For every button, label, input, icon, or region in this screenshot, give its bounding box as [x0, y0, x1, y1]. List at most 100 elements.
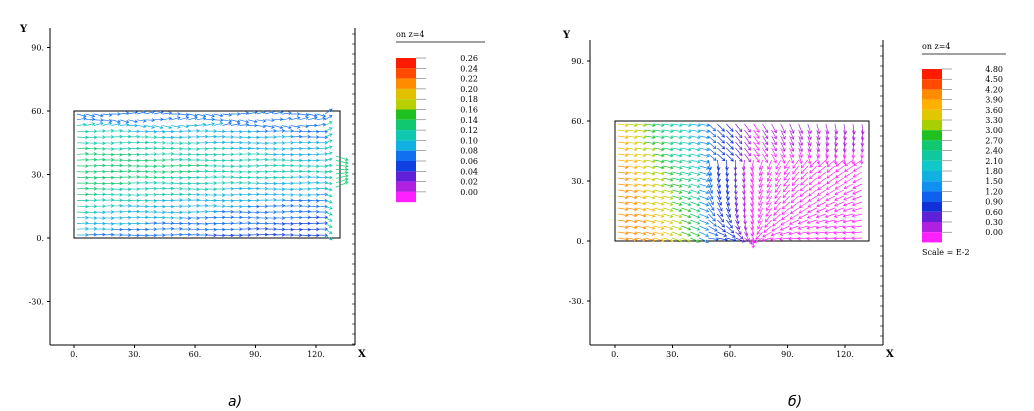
velocity-arrow: [690, 213, 701, 219]
velocity-arrow: [102, 216, 115, 221]
velocity-arrow: [617, 147, 629, 152]
velocity-arrow: [222, 175, 235, 179]
legend-swatch: [922, 89, 942, 100]
legend-value: 0.30: [985, 218, 1003, 227]
velocity-arrow: [770, 231, 781, 237]
x-tick-label: 120.: [836, 350, 854, 359]
velocity-arrow: [636, 231, 647, 236]
velocity-arrow: [851, 213, 863, 218]
legend-value: 0.18: [460, 95, 478, 104]
velocity-arrow: [654, 207, 665, 212]
velocity-arrow: [797, 231, 808, 236]
velocity-arrow: [230, 146, 243, 150]
velocity-arrow: [230, 215, 243, 220]
velocity-arrow: [230, 186, 243, 191]
velocity-arrow: [780, 123, 786, 134]
velocity-arrow: [815, 219, 826, 224]
velocity-arrow: [76, 192, 89, 197]
velocity-arrow: [76, 170, 89, 174]
velocity-arrow: [663, 213, 674, 218]
velocity-arrow: [755, 231, 763, 240]
velocity-arrow: [690, 231, 701, 237]
velocity-arrow: [842, 201, 854, 207]
velocity-arrow: [771, 141, 777, 152]
velocity-arrow: [806, 219, 817, 225]
legend-swatch: [922, 109, 942, 120]
velocity-arrow: [734, 201, 739, 213]
velocity-arrow: [171, 192, 183, 197]
velocity-arrow: [111, 128, 123, 133]
velocity-arrow: [699, 201, 710, 207]
velocity-arrow: [230, 129, 243, 134]
legend-value: 0.06: [460, 157, 478, 166]
velocity-arrow: [645, 177, 656, 182]
velocity-arrow: [188, 181, 200, 186]
legend-swatch: [396, 109, 416, 120]
velocity-arrow: [672, 165, 683, 170]
velocity-arrow: [626, 195, 638, 200]
velocity-arrow: [162, 151, 175, 156]
velocity-arrow: [626, 171, 638, 176]
velocity-arrow: [654, 195, 665, 200]
velocity-arrow: [213, 118, 224, 123]
velocity-arrow: [775, 171, 782, 182]
velocity-arrow: [213, 209, 226, 214]
velocity-arrow: [690, 195, 701, 201]
velocity-arrow: [128, 233, 140, 238]
velocity-arrow: [171, 210, 183, 215]
velocity-arrow: [316, 186, 329, 191]
velocity-arrow: [282, 209, 294, 214]
velocity-arrow: [672, 153, 683, 158]
velocity-arrow: [336, 167, 349, 172]
velocity-arrow: [290, 209, 303, 214]
velocity-arrow: [102, 232, 115, 237]
velocity-arrow: [654, 201, 665, 206]
velocity-arrow: [843, 171, 854, 178]
velocity-arrow: [842, 236, 854, 241]
velocity-arrow: [626, 237, 638, 242]
x-tick-label: 60.: [724, 350, 737, 359]
velocity-arrow: [617, 141, 629, 146]
velocity-arrow: [290, 116, 301, 121]
velocity-arrow: [758, 165, 763, 177]
velocity-arrow: [102, 198, 115, 202]
velocity-arrow: [690, 177, 701, 182]
velocity-arrow: [690, 207, 701, 213]
velocity-arrow: [672, 141, 683, 146]
velocity-arrow: [824, 225, 835, 230]
velocity-arrow: [230, 164, 243, 169]
velocity-arrow: [171, 176, 183, 180]
velocity-arrow: [171, 216, 183, 220]
velocity-arrow: [766, 183, 772, 194]
velocity-arrow: [809, 171, 818, 180]
velocity-arrow: [672, 237, 683, 243]
velocity-arrow: [842, 213, 854, 218]
velocity-arrow: [756, 225, 763, 235]
velocity-arrow: [265, 216, 277, 221]
velocity-arrow: [247, 119, 258, 124]
velocity-arrow: [789, 129, 795, 140]
velocity-arrow: [744, 135, 751, 145]
velocity-arrow: [335, 160, 349, 165]
velocity-arrow: [663, 207, 674, 212]
velocity-arrow: [205, 187, 217, 192]
velocity-arrow: [834, 201, 845, 207]
velocity-arrow: [741, 165, 746, 177]
velocity-arrow: [758, 159, 763, 171]
velocity-arrow: [153, 117, 164, 122]
velocity-arrow: [753, 123, 760, 133]
velocity-arrow: [825, 183, 836, 190]
velocity-arrow: [681, 201, 692, 207]
velocity-arrow: [825, 123, 830, 135]
velocity-arrow: [690, 135, 701, 140]
velocity-arrow: [205, 158, 217, 163]
y-tick-label: 30.: [571, 177, 584, 186]
velocity-arrow: [282, 227, 294, 232]
velocity-arrow: [780, 147, 786, 158]
velocity-arrow: [654, 165, 665, 170]
velocity-arrow: [798, 201, 808, 208]
legend-value: 3.60: [985, 106, 1003, 115]
velocity-arrow: [654, 153, 665, 158]
velocity-arrow: [188, 123, 198, 128]
velocity-arrow: [324, 121, 333, 126]
